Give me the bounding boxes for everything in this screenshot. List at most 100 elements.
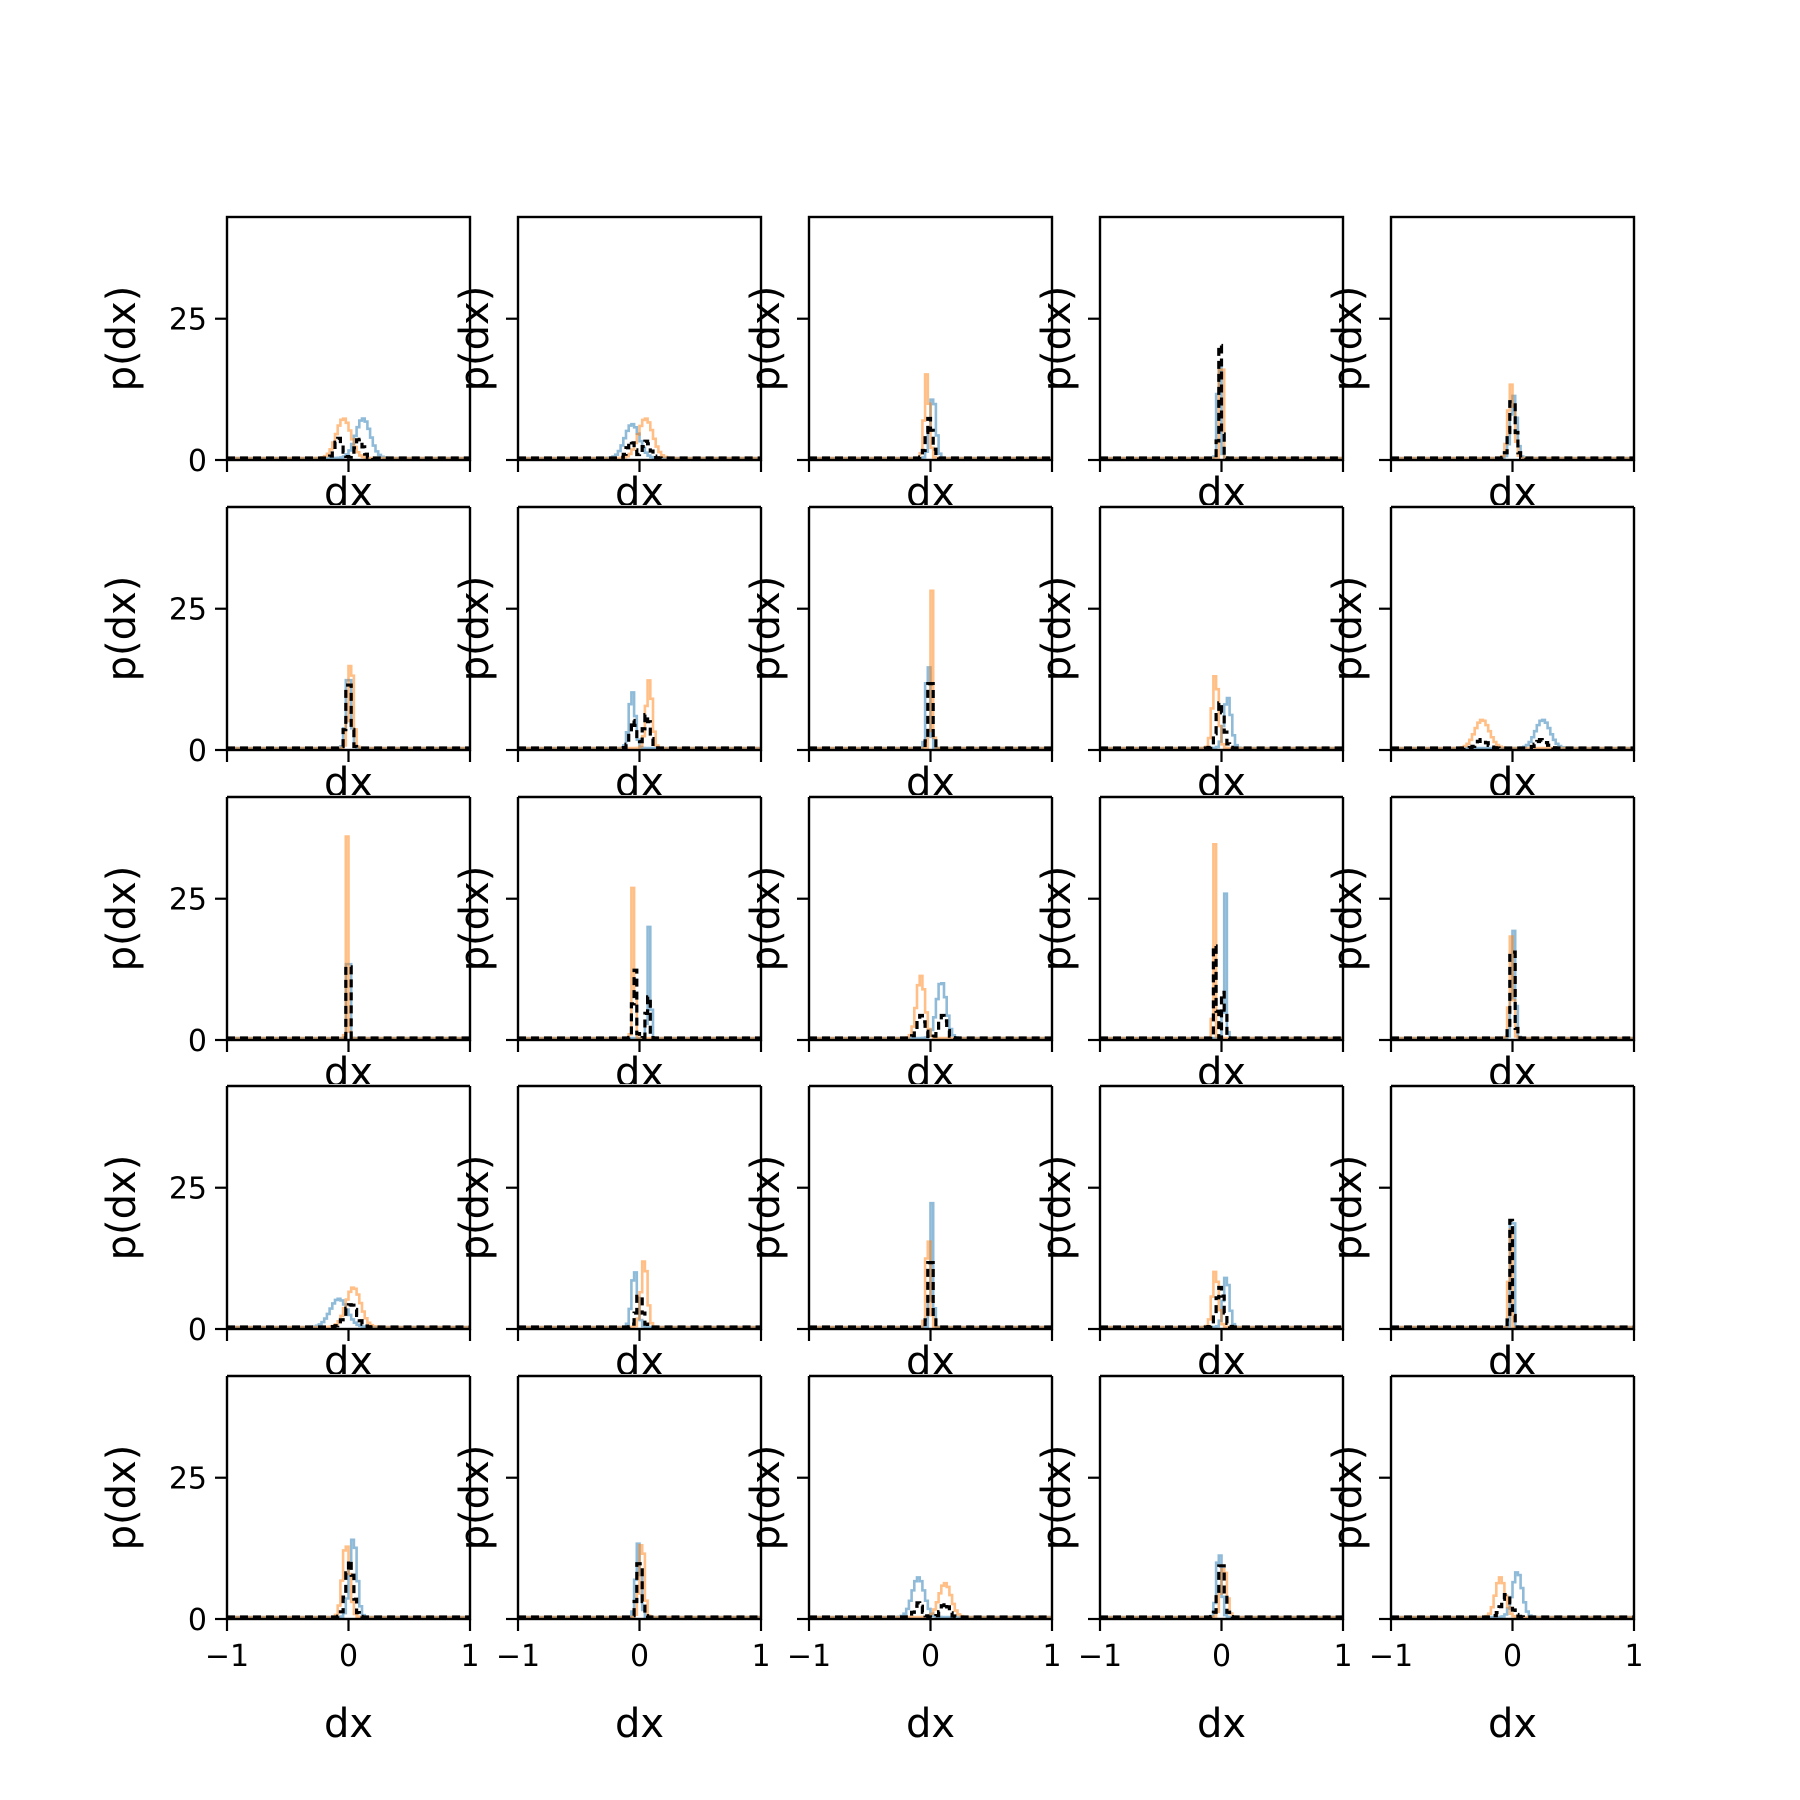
axes-frame bbox=[516, 215, 763, 462]
subplot-r1-c4: dxp(dx) bbox=[1325, 505, 1636, 806]
subplot-r2-c1: dxp(dx) bbox=[452, 795, 763, 1096]
series-line-2 bbox=[1100, 1285, 1343, 1329]
series-line-2 bbox=[1100, 701, 1343, 750]
series-line-2 bbox=[1391, 1593, 1634, 1619]
series-line-1 bbox=[518, 1260, 761, 1329]
label-overlap-mask bbox=[1098, 1084, 1345, 1100]
series-line-1 bbox=[1391, 935, 1634, 1040]
y-axis-label: p(dx) bbox=[1034, 576, 1080, 682]
series-line-2 bbox=[1100, 944, 1343, 1040]
y-axis-label: p(dx) bbox=[1034, 1155, 1080, 1261]
subplot-r2-c4: dxp(dx) bbox=[1325, 795, 1636, 1096]
x-tick-label: −1 bbox=[1078, 1639, 1122, 1674]
series-line-1 bbox=[1391, 383, 1634, 460]
series-line-2 bbox=[809, 416, 1052, 460]
label-overlap-mask bbox=[516, 1374, 763, 1390]
series-line-2 bbox=[227, 1303, 470, 1329]
label-overlap-mask bbox=[516, 505, 763, 521]
series-line-2 bbox=[1100, 343, 1343, 460]
y-axis-label: p(dx) bbox=[452, 1445, 498, 1551]
axes-frame bbox=[1389, 795, 1636, 1042]
axes-frame bbox=[807, 1374, 1054, 1621]
x-tick-label: 1 bbox=[1042, 1639, 1061, 1674]
y-tick-label: 0 bbox=[188, 444, 207, 479]
x-tick-label: 1 bbox=[460, 1639, 479, 1674]
series-line-2 bbox=[809, 1260, 1052, 1329]
axes-frame bbox=[1098, 1084, 1345, 1331]
y-tick-label: 25 bbox=[169, 593, 207, 628]
x-tick-label: 1 bbox=[751, 1639, 770, 1674]
series-line-2 bbox=[227, 1558, 470, 1619]
label-overlap-mask bbox=[1389, 795, 1636, 811]
y-axis-label: p(dx) bbox=[1325, 286, 1371, 392]
y-axis-label: p(dx) bbox=[99, 866, 145, 972]
series-line-1 bbox=[1100, 1270, 1343, 1329]
subplot-r0-c3: dxp(dx) bbox=[1034, 215, 1345, 516]
series-line-1 bbox=[1100, 843, 1343, 1040]
y-tick-label: 0 bbox=[188, 1024, 207, 1059]
x-axis-label: dx bbox=[1197, 1701, 1246, 1747]
series-line-1 bbox=[809, 589, 1052, 750]
x-tick-label: 0 bbox=[630, 1639, 649, 1674]
series-line-1 bbox=[518, 679, 761, 750]
y-axis-label: p(dx) bbox=[99, 286, 145, 392]
label-overlap-mask bbox=[516, 795, 763, 811]
subplot-r0-c4: dxp(dx) bbox=[1325, 215, 1636, 516]
y-axis-label: p(dx) bbox=[743, 1445, 789, 1551]
series-line-2 bbox=[227, 436, 470, 460]
x-tick-label: −1 bbox=[205, 1639, 249, 1674]
series-line-1 bbox=[809, 974, 1052, 1040]
subplot-r0-c2: dxp(dx) bbox=[743, 215, 1054, 516]
y-axis-label: p(dx) bbox=[1325, 576, 1371, 682]
series-line-2 bbox=[809, 681, 1052, 750]
axes-frame bbox=[1389, 505, 1636, 752]
series-line-0 bbox=[809, 1576, 1052, 1619]
series-line-2 bbox=[518, 713, 761, 750]
x-tick-label: 0 bbox=[339, 1639, 358, 1674]
x-tick-label: 0 bbox=[1212, 1639, 1231, 1674]
y-axis-label: p(dx) bbox=[452, 866, 498, 972]
subplot-r3-c3: dxp(dx) bbox=[1034, 1084, 1345, 1385]
label-overlap-mask bbox=[807, 505, 1054, 521]
subplot-r3-c2: dxp(dx) bbox=[743, 1084, 1054, 1385]
y-tick-label: 25 bbox=[169, 303, 207, 338]
subplot-r4-c1: −1 0 1 dx p(dx) bbox=[452, 1374, 771, 1747]
series-line-1 bbox=[518, 1544, 761, 1619]
label-overlap-mask bbox=[807, 1084, 1054, 1100]
label-overlap-mask bbox=[1389, 505, 1636, 521]
series-line-1 bbox=[227, 664, 470, 750]
series-line-2 bbox=[1391, 1218, 1634, 1329]
subplot-r1-c2: dxp(dx) bbox=[743, 505, 1054, 806]
x-tick-label: 1 bbox=[1624, 1639, 1643, 1674]
subplot-r0-c1: dxp(dx) bbox=[452, 215, 763, 516]
subplot-r2-c3: dxp(dx) bbox=[1034, 795, 1345, 1096]
label-overlap-mask bbox=[1098, 1374, 1345, 1390]
series-line-1 bbox=[1391, 718, 1634, 750]
x-axis-label: dx bbox=[906, 1701, 955, 1747]
y-axis-label: p(dx) bbox=[743, 866, 789, 972]
label-overlap-mask bbox=[807, 1374, 1054, 1390]
axes-frame bbox=[516, 505, 763, 752]
series-line-2 bbox=[809, 1601, 1052, 1619]
series-line-0 bbox=[227, 1297, 470, 1329]
series-line-1 bbox=[227, 835, 470, 1040]
series-line-2 bbox=[518, 968, 761, 1040]
x-axis-label: dx bbox=[324, 1701, 373, 1747]
x-axis-label: dx bbox=[615, 1701, 664, 1747]
x-tick-label: −1 bbox=[787, 1639, 831, 1674]
y-axis-label: p(dx) bbox=[743, 576, 789, 682]
series-line-0 bbox=[1391, 718, 1634, 750]
subplot-r4-c4: −1 0 1 dx p(dx) bbox=[1325, 1374, 1644, 1747]
subplot-r1-c1: dxp(dx) bbox=[452, 505, 763, 806]
series-line-2 bbox=[227, 965, 470, 1040]
y-tick-label: 0 bbox=[188, 1603, 207, 1638]
series-line-2 bbox=[1391, 400, 1634, 460]
subplot-r2-c2: dxp(dx) bbox=[743, 795, 1054, 1096]
label-overlap-mask bbox=[516, 1084, 763, 1100]
series-line-1 bbox=[227, 1286, 470, 1329]
y-tick-label: 25 bbox=[169, 883, 207, 918]
axes-frame bbox=[807, 795, 1054, 1042]
